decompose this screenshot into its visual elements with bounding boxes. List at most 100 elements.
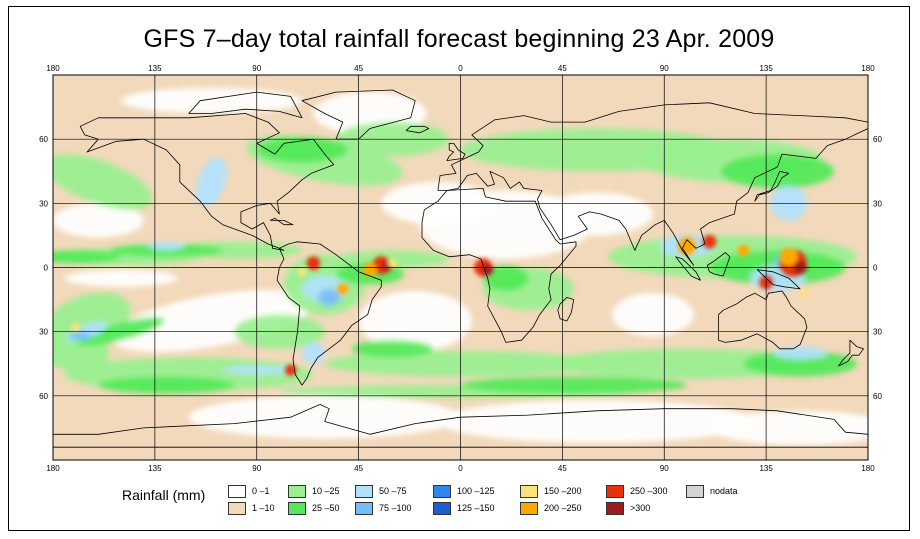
coastline-africa — [421, 187, 577, 343]
legend-swatch — [606, 501, 624, 515]
rain-hotspot — [779, 247, 798, 266]
rain-field — [188, 395, 461, 439]
rain-field — [437, 400, 755, 443]
rain-hotspot — [702, 235, 717, 249]
rain-hotspot — [737, 244, 750, 257]
rain-field — [148, 241, 185, 251]
legend-label: 125 –150 — [457, 503, 495, 513]
legend-title: Rainfall (mm) — [122, 487, 206, 503]
rain-hotspot — [482, 263, 494, 276]
rain-field — [302, 342, 325, 364]
left-latitude-tick-label: 0 — [44, 264, 49, 273]
legend-label: 75 –100 — [379, 503, 412, 513]
top-longitude-tick-label: 0 — [458, 64, 463, 73]
coastline-indonesia-borneo — [706, 252, 731, 277]
legend-swatch — [606, 484, 624, 498]
rain-field — [460, 376, 687, 394]
right-latitude-tick-label: 30 — [873, 328, 882, 337]
legend-item: 125 –150 — [433, 500, 495, 516]
rain-hotspot — [71, 322, 81, 332]
left-latitude-tick-label: 60 — [39, 135, 48, 144]
legend-item: 75 –100 — [355, 500, 412, 516]
coastline-greenland — [301, 89, 416, 140]
legend-swatch — [433, 501, 451, 515]
legend-item: 50 –75 — [355, 483, 407, 499]
coastline-australia — [718, 290, 808, 350]
legend-item: 1 –10 — [228, 500, 275, 516]
right-latitude-tick-label: 60 — [873, 392, 882, 401]
top-longitude-tick-label: 45 — [558, 64, 567, 73]
legend-swatch — [686, 484, 704, 498]
top-longitude-tick-label: 135 — [759, 64, 773, 73]
legend-swatch — [520, 501, 538, 515]
bottom-longitude-tick-label: 180 — [861, 464, 875, 473]
left-latitude-tick-label: 60 — [39, 392, 48, 401]
left-latitude-tick-label: 30 — [39, 328, 48, 337]
rain-field — [53, 203, 144, 238]
legend-item: 25 –50 — [288, 500, 340, 516]
right-latitude-tick-label: 30 — [873, 199, 882, 208]
legend-label: >300 — [630, 503, 651, 513]
legend-label: 100 –125 — [457, 486, 495, 496]
legend-item: 200 –250 — [520, 500, 582, 516]
coastline-canadian-arctic — [188, 91, 303, 119]
legend-swatch — [355, 484, 373, 498]
top-longitude-tick-label: 45 — [354, 64, 363, 73]
rain-field — [64, 269, 178, 287]
rain-hotspot — [800, 288, 810, 298]
bottom-longitude-tick-label: 180 — [46, 464, 60, 473]
coastline-antarctica — [53, 403, 868, 448]
bottom-longitude-tick-label: 135 — [759, 464, 773, 473]
rain-field — [317, 288, 341, 307]
legend-label: 50 –75 — [379, 486, 407, 496]
coastline-uk — [446, 142, 466, 162]
rain-field — [358, 291, 472, 351]
rain-field — [351, 340, 434, 358]
bottom-longitude-tick-label: 45 — [558, 464, 567, 473]
rain-hotspot — [388, 258, 398, 268]
rain-field — [111, 290, 312, 352]
top-longitude-tick-label: 135 — [148, 64, 162, 73]
coastline-europe-asia — [437, 102, 868, 266]
rain-field — [98, 376, 235, 394]
rain-field — [53, 250, 121, 264]
legend-swatch — [433, 484, 451, 498]
rain-field — [772, 346, 828, 360]
rain-hotspot — [297, 267, 307, 277]
legend-label: 250 –300 — [630, 486, 668, 496]
legend-item: 100 –125 — [433, 483, 495, 499]
bottom-longitude-tick-label: 90 — [252, 464, 261, 473]
rain-field — [195, 157, 227, 207]
legend-label: 0 –1 — [252, 486, 270, 496]
bottom-longitude-tick-label: 90 — [660, 464, 669, 473]
legend-label: 25 –50 — [312, 503, 340, 513]
top-longitude-tick-label: 90 — [252, 64, 261, 73]
coastline-south-america — [276, 241, 382, 386]
bottom-longitude-tick-label: 45 — [354, 464, 363, 473]
rain-field — [68, 331, 92, 341]
legend: Rainfall (mm) 0 –1 1 –10 10 –25 25 –50 5… — [122, 481, 782, 521]
legend-item: nodata — [686, 483, 738, 499]
rain-field — [539, 192, 653, 236]
top-longitude-tick-label: 180 — [861, 64, 875, 73]
bottom-longitude-tick-label: 135 — [148, 464, 162, 473]
legend-item: 150 –200 — [520, 483, 582, 499]
legend-label: 10 –25 — [312, 486, 340, 496]
legend-item: 250 –300 — [606, 483, 668, 499]
legend-label: nodata — [710, 486, 738, 496]
coastline-madagascar — [557, 296, 575, 322]
rain-field — [53, 154, 152, 210]
top-longitude-tick-label: 180 — [46, 64, 60, 73]
legend-item: >300 — [606, 500, 650, 516]
legend-swatch — [228, 501, 246, 515]
legend-swatch — [288, 501, 306, 515]
left-latitude-tick-label: 30 — [39, 199, 48, 208]
legend-item: 10 –25 — [288, 483, 340, 499]
coastline-new-guinea — [756, 269, 801, 290]
bottom-longitude-tick-label: 0 — [458, 464, 463, 473]
rain-field — [120, 87, 303, 114]
coastline-cuba — [269, 217, 294, 226]
rain-field — [720, 154, 835, 189]
top-longitude-tick-label: 90 — [660, 64, 669, 73]
